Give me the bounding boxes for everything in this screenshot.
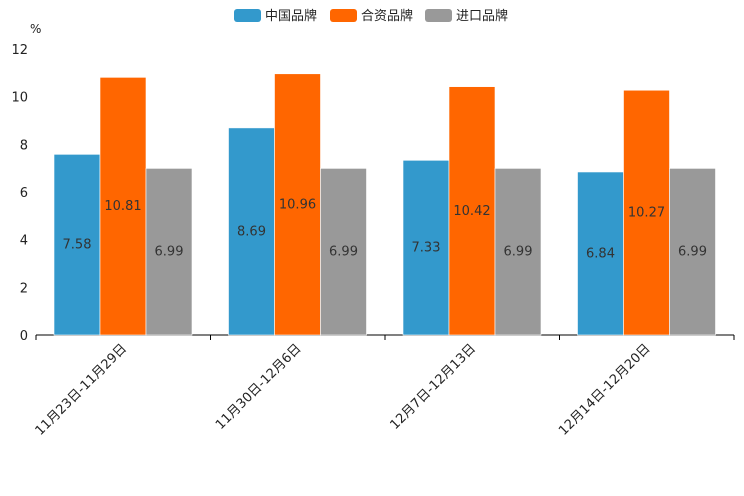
x-tick-label: 11月23日-11月29日 — [33, 341, 130, 438]
legend-swatch — [234, 9, 261, 22]
bar-value-label: 10.81 — [104, 199, 141, 214]
legend-item: 中国品牌 — [234, 8, 317, 24]
bar-value-label: 7.58 — [63, 238, 92, 253]
bar-group: 8.69 10.96 6.99 — [228, 73, 367, 336]
y-axis-unit-label: % — [30, 22, 41, 36]
bar-value-label: 7.33 — [412, 241, 441, 256]
bar-value-label: 6.84 — [586, 246, 615, 261]
x-tick-label: 12月7日-12月13日 — [387, 341, 479, 433]
bar-group: 7.33 10.42 6.99 — [402, 86, 542, 336]
y-tick-label: 8 — [20, 138, 28, 153]
legend-swatch — [425, 9, 452, 22]
y-tick-label: 12 — [11, 43, 28, 58]
legend-label: 合资品牌 — [361, 8, 413, 24]
legend-swatch — [330, 9, 357, 22]
y-axis: 0 2 4 6 8 10 12 — [11, 43, 28, 344]
legend-label: 中国品牌 — [265, 8, 317, 24]
bar — [228, 127, 275, 336]
bar-value-label: 8.69 — [237, 224, 266, 239]
x-tick-label: 12月14日-12月20日 — [556, 341, 653, 438]
bar — [494, 168, 542, 336]
bar — [274, 73, 321, 336]
bar-value-label: 10.42 — [453, 204, 490, 219]
bar — [623, 89, 670, 336]
bar — [577, 171, 624, 336]
y-tick-label: 0 — [20, 329, 28, 344]
bar-value-label: 10.96 — [279, 197, 316, 212]
bar — [145, 168, 193, 336]
bar-value-label: 6.99 — [155, 245, 184, 260]
y-tick-label: 4 — [20, 234, 28, 249]
legend-label: 进口品牌 — [456, 8, 508, 24]
bar-value-label: 6.99 — [678, 245, 707, 260]
bar-group: 6.84 10.27 6.99 — [577, 89, 716, 336]
bar — [669, 168, 716, 336]
x-tick-label: 11月30日-12月6日 — [213, 341, 305, 433]
y-tick-label: 6 — [20, 186, 28, 201]
legend-item: 进口品牌 — [425, 8, 508, 24]
bar — [402, 160, 450, 336]
y-tick-label: 2 — [20, 281, 28, 296]
bar — [320, 168, 367, 336]
x-axis: 11月23日-11月29日 11月30日-12月6日 12月7日-12月13日 12月… — [33, 334, 735, 439]
legend-item: 合资品牌 — [330, 8, 413, 24]
bar-value-label: 6.99 — [504, 245, 533, 260]
bar — [448, 86, 496, 336]
legend: 中国品牌 合资品牌 进口品牌 — [234, 8, 508, 24]
bar-value-label: 10.27 — [628, 206, 665, 221]
y-tick-label: 10 — [11, 91, 28, 106]
bar-group: 7.58 10.81 6.99 — [53, 77, 193, 336]
bar — [53, 154, 101, 336]
bar-value-label: 6.99 — [329, 245, 358, 260]
